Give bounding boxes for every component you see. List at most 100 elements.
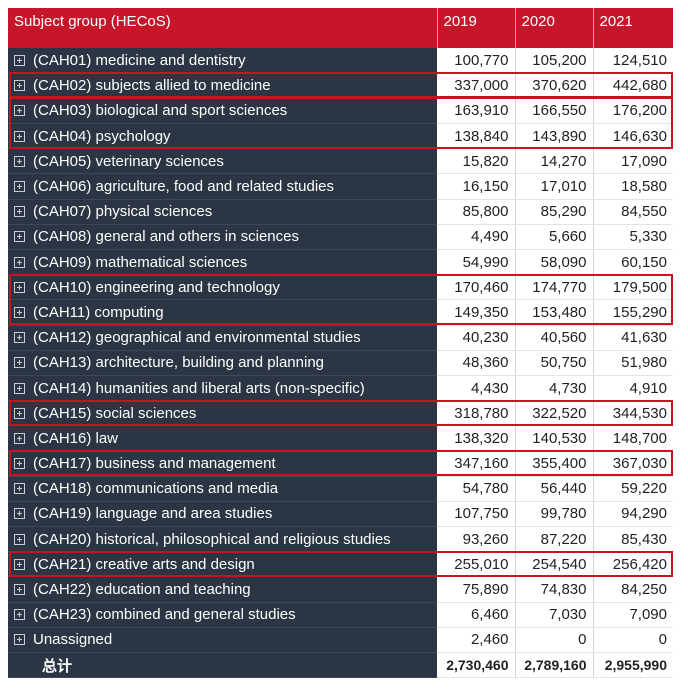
value-2019: 54,780	[437, 476, 516, 502]
expand-plus-icon[interactable]	[14, 634, 25, 646]
expand-plus-icon[interactable]	[14, 407, 25, 419]
subject-table-container: Subject group (HECoS) 2019 2020 2021 (CA…	[8, 8, 673, 679]
value-2019: 163,910	[437, 98, 516, 125]
value-2019: 100,770	[437, 48, 516, 74]
value-2019: 6,460	[437, 602, 516, 628]
table-row: (CAH04) psychology 138,840 143,890 146,630	[8, 123, 673, 150]
expand-plus-icon[interactable]	[14, 256, 25, 268]
subject-label: (CAH10) engineering and technology	[33, 278, 280, 296]
expand-plus-icon[interactable]	[14, 357, 25, 369]
value-2021: 5,330	[593, 224, 673, 251]
value-2019: 4,430	[437, 375, 516, 402]
table-row: (CAH03) biological and sport sciences 163…	[8, 98, 673, 125]
header-2021[interactable]: 2021	[592, 8, 673, 48]
expand-plus-icon[interactable]	[14, 155, 25, 167]
table-row: (CAH18) communications and media 54,780 56…	[8, 476, 673, 502]
expand-plus-icon[interactable]	[14, 483, 25, 495]
value-2021: 155,290	[593, 299, 673, 326]
expand-plus-icon[interactable]	[14, 508, 25, 520]
subject-cell: (CAH11) computing	[8, 299, 437, 326]
subject-cell: (CAH15) social sciences	[8, 400, 437, 427]
expand-plus-icon[interactable]	[14, 432, 25, 444]
expand-plus-icon[interactable]	[14, 130, 25, 142]
expand-plus-icon[interactable]	[14, 382, 25, 394]
expand-plus-icon[interactable]	[14, 584, 25, 596]
value-2020: 56,440	[515, 476, 594, 502]
expand-plus-icon[interactable]	[14, 80, 25, 92]
subject-cell: (CAH20) historical, philosophical and re…	[8, 526, 437, 553]
subject-label: (CAH12) geographical and environmental s…	[33, 329, 361, 347]
total-2021: 2,955,990	[593, 652, 673, 679]
expand-plus-icon[interactable]	[14, 306, 25, 318]
subject-label: (CAH02) subjects allied to medicine	[33, 77, 271, 95]
value-2021: 59,220	[593, 476, 673, 502]
value-2020: 322,520	[515, 400, 594, 427]
subject-cell: (CAH09) mathematical sciences	[8, 249, 437, 276]
value-2020: 50,750	[515, 350, 594, 376]
expand-plus-icon[interactable]	[14, 558, 25, 570]
subject-label: (CAH15) social sciences	[33, 404, 197, 422]
expand-plus-icon[interactable]	[14, 181, 25, 193]
table-row: (CAH17) business and management 347,160 35…	[8, 451, 673, 477]
expand-plus-icon[interactable]	[14, 231, 25, 243]
subject-cell: (CAH04) psychology	[8, 123, 437, 150]
value-2020: 17,010	[515, 173, 594, 200]
subject-cell: (CAH13) architecture, building and plann…	[8, 350, 437, 376]
value-2020: 58,090	[515, 249, 594, 276]
value-2019: 138,840	[437, 123, 516, 150]
table-row: (CAH07) physical sciences 85,800 85,290 84,…	[8, 199, 673, 225]
value-2021: 344,530	[593, 400, 673, 427]
subject-table: Subject group (HECoS) 2019 2020 2021 (CA…	[8, 8, 673, 679]
value-2021: 256,420	[593, 551, 673, 578]
value-2020: 370,620	[515, 73, 594, 99]
value-2021: 442,680	[593, 73, 673, 99]
subject-label: (CAH17) business and management	[33, 455, 276, 473]
subject-cell: (CAH19) language and area studies	[8, 501, 437, 528]
subject-cell: (CAH10) engineering and technology	[8, 274, 437, 301]
subject-label: Unassigned	[33, 631, 113, 649]
value-2020: 153,480	[515, 299, 594, 326]
value-2020: 14,270	[515, 148, 594, 175]
subject-label: (CAH09) mathematical sciences	[33, 253, 248, 271]
value-2019: 2,460	[437, 627, 516, 654]
subject-cell: (CAH17) business and management	[8, 451, 437, 477]
value-2019: 40,230	[437, 325, 516, 351]
value-2019: 149,350	[437, 299, 516, 326]
table-row: (CAH05) veterinary sciences 15,820 14,270 1…	[8, 148, 673, 175]
value-2020: 166,550	[515, 98, 594, 125]
subject-label: (CAH19) language and area studies	[33, 505, 273, 523]
value-2020: 74,830	[515, 576, 594, 603]
header-subject-group[interactable]: Subject group (HECoS)	[8, 8, 437, 48]
table-row: (CAH12) geographical and environmental s…	[8, 325, 673, 351]
value-2021: 176,200	[593, 98, 673, 125]
header-2019[interactable]: 2019	[436, 8, 515, 48]
value-2021: 85,430	[593, 526, 673, 553]
value-2021: 7,090	[593, 602, 673, 628]
subject-label: (CAH04) psychology	[33, 127, 171, 145]
table-row: (CAH01) medicine and dentistry 100,770 105…	[8, 48, 673, 74]
subject-label: (CAH21) creative arts and design	[33, 555, 255, 573]
subject-label: (CAH14) humanities and liberal arts (non…	[33, 379, 365, 397]
value-2021: 179,500	[593, 274, 673, 301]
expand-plus-icon[interactable]	[14, 105, 25, 117]
expand-plus-icon[interactable]	[14, 332, 25, 344]
value-2021: 84,250	[593, 576, 673, 603]
subject-cell: (CAH16) law	[8, 425, 437, 452]
expand-plus-icon[interactable]	[14, 458, 25, 470]
expand-plus-icon[interactable]	[14, 533, 25, 545]
subject-cell: (CAH18) communications and media	[8, 476, 437, 502]
subject-cell: (CAH23) combined and general studies	[8, 602, 437, 628]
table-row: (CAH09) mathematical sciences 54,990 58,09…	[8, 249, 673, 276]
expand-plus-icon[interactable]	[14, 281, 25, 293]
value-2020: 0	[515, 627, 594, 654]
value-2021: 51,980	[593, 350, 673, 376]
expand-plus-icon[interactable]	[14, 609, 25, 621]
subject-label: (CAH11) computing	[33, 303, 164, 321]
expand-plus-icon[interactable]	[14, 206, 25, 218]
value-2020: 99,780	[515, 501, 594, 528]
expand-plus-icon[interactable]	[14, 54, 25, 66]
value-2021: 41,630	[593, 325, 673, 351]
value-2020: 7,030	[515, 602, 594, 628]
value-2021: 60,150	[593, 249, 673, 276]
header-2020[interactable]: 2020	[514, 8, 593, 48]
